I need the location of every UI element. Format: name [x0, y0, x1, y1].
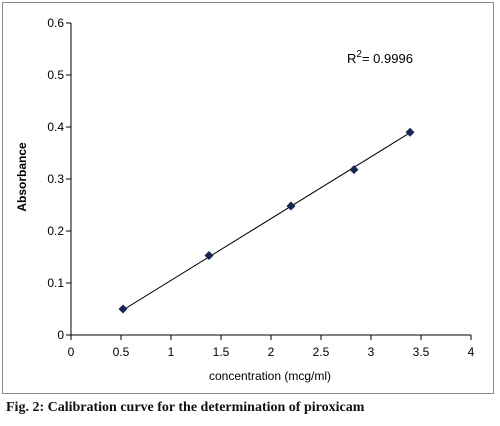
- x-tick-label: 3.5: [413, 345, 430, 359]
- axes: [66, 22, 472, 340]
- tick-labels: 0 0.5 1 1.5 2 2.5 3 3.5 4 0 0.1 0.2 0.3 0.4 0.5 0.6: [47, 16, 474, 359]
- y-tick-label: 0.4: [47, 120, 64, 134]
- y-tick-label: 0: [57, 328, 64, 342]
- trendline: [122, 132, 411, 311]
- y-tick-label: 0.2: [47, 224, 64, 238]
- trendline-path: [122, 132, 411, 311]
- data-point: [118, 304, 128, 314]
- data-points: [118, 127, 415, 314]
- y-tick-label: 0.5: [47, 68, 64, 82]
- data-point: [204, 250, 214, 260]
- x-tick-label: 2: [268, 345, 275, 359]
- x-tick-label: 1.5: [213, 345, 230, 359]
- data-point: [286, 201, 296, 211]
- data-point: [405, 127, 415, 137]
- chart-frame: [2, 2, 494, 394]
- r-squared-annotation: R2= 0.9996: [347, 49, 413, 66]
- y-tick-label: 0.3: [47, 172, 64, 186]
- x-tick-label: 3: [368, 345, 375, 359]
- y-tick-label: 0.1: [47, 276, 64, 290]
- x-tick-label: 0: [68, 345, 75, 359]
- y-tick-label: 0.6: [47, 16, 64, 30]
- y-axis-title: Absorbance: [15, 142, 29, 212]
- r-squared-superscript: 2: [356, 49, 362, 60]
- r-squared-value: = 0.9996: [362, 51, 413, 66]
- figure-caption: Fig. 2: Calibration curve for the determ…: [6, 400, 365, 415]
- data-point: [349, 165, 359, 175]
- r-squared-symbol: R: [347, 51, 356, 66]
- x-tick-label: 2.5: [313, 345, 330, 359]
- calibration-chart: 0 0.5 1 1.5 2 2.5 3 3.5 4 0 0.1 0.2 0.3 0.4 0.5 0.6 con…: [15, 16, 475, 383]
- x-tick-label: 1: [168, 345, 175, 359]
- x-tick-label: 4: [468, 345, 475, 359]
- x-axis-title: concentration (mcg/ml): [209, 369, 331, 383]
- x-tick-label: 0.5: [113, 345, 130, 359]
